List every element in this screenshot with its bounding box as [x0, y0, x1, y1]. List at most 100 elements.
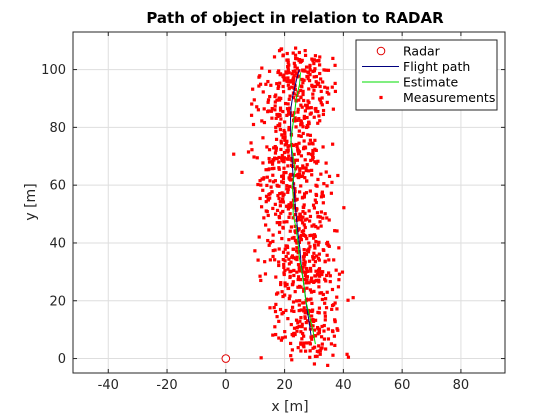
measurement-point [314, 278, 318, 282]
measurement-point [303, 315, 307, 319]
measurement-point [314, 192, 318, 197]
measurement-point [273, 258, 277, 262]
measurement-point [288, 229, 292, 233]
measurement-point [296, 110, 300, 114]
measurement-point [265, 145, 269, 149]
measurement-point [337, 246, 341, 250]
measurement-point [299, 134, 303, 138]
measurement-point [300, 77, 304, 82]
measurement-point [266, 213, 270, 218]
measurement-point [266, 168, 270, 172]
y-tick-label: 0 [58, 352, 66, 367]
measurement-point [268, 160, 272, 164]
x-tick-label: 60 [394, 378, 411, 393]
measurement-point [301, 265, 305, 269]
measurement-point [306, 99, 310, 103]
measurement-point [268, 241, 272, 245]
measurement-point [308, 219, 312, 223]
measurement-point [259, 278, 263, 283]
measurement-point [282, 271, 286, 275]
measurement-point [317, 270, 321, 274]
measurement-point [324, 68, 328, 72]
measurement-point [296, 217, 300, 221]
measurement-point [311, 324, 315, 328]
measurement-point [332, 334, 336, 338]
measurement-point [301, 255, 305, 259]
measurement-point [313, 246, 317, 250]
measurement-point [328, 274, 332, 278]
measurement-point [261, 136, 265, 140]
measurement-point [307, 100, 311, 105]
measurement-point [299, 88, 303, 93]
measurement-point [284, 308, 288, 313]
measurement-point [268, 179, 272, 183]
measurement-point [291, 247, 295, 251]
measurement-point [274, 125, 278, 129]
measurement-point [300, 85, 304, 89]
measurement-point [314, 239, 318, 244]
measurement-point [246, 150, 251, 154]
measurement-point [299, 120, 304, 124]
measurement-point [262, 120, 267, 125]
measurement-point [271, 180, 276, 184]
measurement-point [326, 327, 330, 331]
measurement-point [294, 198, 298, 202]
measurement-point [264, 82, 268, 86]
measurement-point [294, 56, 298, 61]
y-tick-label: 40 [49, 236, 66, 251]
measurement-point [295, 270, 299, 274]
measurement-point [282, 150, 287, 155]
measurement-point [314, 80, 318, 84]
measurement-point [314, 183, 318, 187]
measurement-point [329, 191, 333, 195]
measurement-point [279, 117, 283, 121]
measurement-point [305, 123, 309, 128]
measurement-point [300, 266, 304, 271]
measurement-point [336, 173, 340, 178]
measurement-point [298, 319, 302, 323]
measurement-point [279, 141, 283, 145]
measurement-point [328, 280, 332, 284]
measurement-point [299, 285, 303, 289]
measurement-point [281, 180, 285, 185]
measurement-point [303, 53, 308, 57]
measurement-point [289, 354, 293, 358]
measurement-point [316, 59, 321, 63]
measurement-point [326, 337, 331, 341]
measurement-point [295, 165, 299, 169]
measurement-point [274, 137, 279, 141]
measurement-point [319, 172, 323, 176]
measurement-point [307, 281, 311, 285]
measurement-point [305, 286, 309, 290]
measurement-point [270, 116, 274, 120]
measurement-point [310, 337, 314, 341]
measurement-point [281, 257, 285, 262]
measurement-point [308, 214, 313, 219]
measurement-point [320, 103, 324, 107]
measurement-point [281, 90, 286, 94]
measurement-point [312, 263, 316, 268]
measurement-point [326, 363, 330, 367]
measurement-point [313, 260, 317, 264]
measurement-point [288, 205, 293, 209]
measurement-point [302, 277, 307, 282]
measurement-point [300, 105, 304, 109]
measurement-point [274, 332, 278, 337]
measurement-point [313, 198, 317, 202]
measurement-point [277, 263, 281, 268]
measurement-point [278, 122, 282, 126]
measurement-point [292, 326, 297, 330]
measurement-point [326, 68, 331, 72]
measurement-point [312, 319, 316, 323]
measurement-point [294, 125, 298, 129]
tick-marks [73, 32, 505, 373]
measurement-point [307, 241, 311, 245]
measurement-point [322, 337, 327, 341]
measurement-point [302, 270, 307, 274]
measurement-point [290, 348, 294, 352]
measurement-point [301, 195, 305, 199]
measurement-point [302, 98, 306, 103]
measurement-point [282, 78, 286, 82]
measurement-point [252, 98, 256, 102]
measurement-point [288, 94, 292, 98]
